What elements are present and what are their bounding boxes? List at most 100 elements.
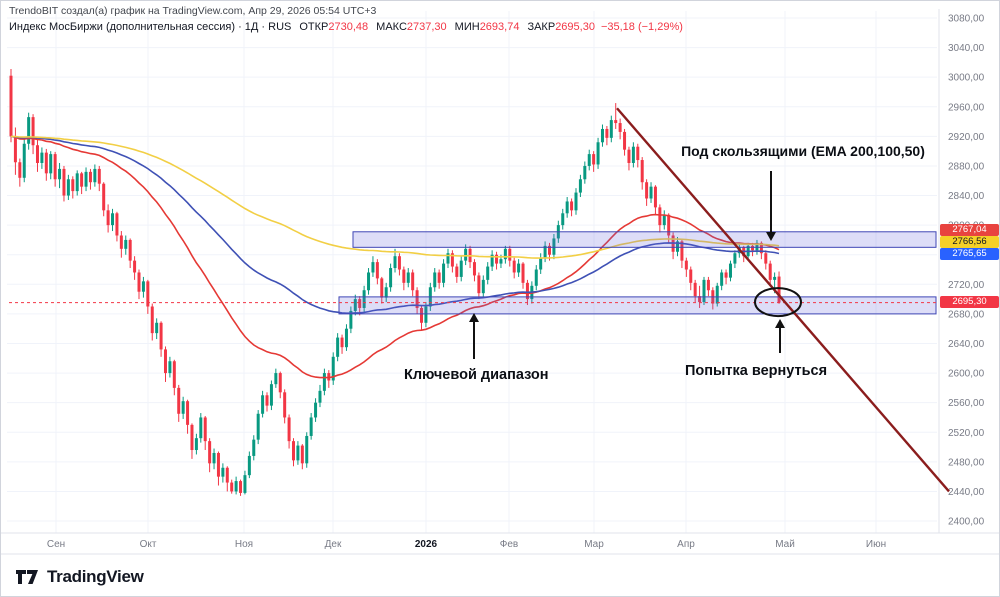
x-axis-label[interactable]: Май	[775, 539, 795, 550]
candle-body	[415, 290, 419, 308]
candle-body	[680, 241, 684, 261]
tradingview-logo[interactable]: TradingView	[14, 567, 144, 587]
ema50-price-label: 2767,04	[940, 224, 999, 236]
candle-body	[261, 395, 265, 414]
candle-body	[578, 179, 582, 193]
ohlc-label: МАКС	[376, 21, 407, 33]
candle-body	[163, 349, 167, 374]
x-axis-label[interactable]: Сен	[47, 539, 65, 550]
candle-body	[71, 179, 75, 192]
y-axis-label: 2880,00	[948, 161, 985, 172]
candle-body	[442, 263, 446, 283]
candle-body	[49, 154, 53, 174]
candle-body	[172, 361, 176, 388]
candle-body	[40, 152, 44, 163]
candle-body	[609, 120, 613, 138]
candle-body	[252, 439, 256, 456]
y-axis-label: 2440,00	[948, 487, 985, 498]
candle-body	[168, 361, 172, 374]
attribution-line: TrendoBIT создал(а) график на TradingVie…	[9, 5, 377, 17]
candle-body	[768, 263, 772, 280]
x-axis-label[interactable]: Дек	[325, 539, 342, 550]
candle-body	[344, 328, 348, 348]
candle-body	[521, 263, 525, 283]
highlight-ellipse[interactable]	[754, 287, 802, 318]
candle-body	[239, 481, 243, 493]
annotation-key-range: Ключевой диапазон	[404, 367, 549, 383]
x-axis-label[interactable]: Мар	[584, 539, 604, 550]
candle-body	[698, 296, 702, 303]
candle-body	[728, 263, 732, 278]
candle-body	[733, 253, 737, 264]
candle-body	[371, 262, 375, 273]
candle-body	[640, 160, 644, 183]
candle-body	[437, 272, 441, 283]
y-axis-label: 2680,00	[948, 309, 985, 320]
candle-body	[300, 445, 304, 464]
candle-body	[362, 290, 366, 308]
candle-body	[375, 262, 379, 279]
candle-body	[393, 256, 397, 269]
symbol-title[interactable]: Индекс МосБиржи (дополнительная сессия) …	[9, 21, 292, 33]
ema100-price-label: 2765,65	[940, 248, 999, 260]
tradingview-wordmark: TradingView	[47, 567, 144, 586]
resistance-zone[interactable]	[352, 231, 937, 248]
candle-body	[27, 117, 31, 144]
annotation-arrowhead	[469, 313, 479, 322]
candle-body	[291, 441, 295, 461]
candle-body	[309, 417, 313, 436]
symbol-info-bar: Индекс МосБиржи (дополнительная сессия) …	[9, 21, 683, 33]
x-axis-label[interactable]: Окт	[140, 539, 157, 550]
candle-body	[283, 392, 287, 418]
candle-body	[208, 441, 212, 464]
candle-body	[124, 239, 128, 249]
descending-trendline[interactable]	[616, 107, 950, 493]
support-zone[interactable]	[338, 296, 937, 315]
candle-body	[274, 373, 278, 385]
x-axis-label[interactable]: Ноя	[235, 539, 253, 550]
candle-body	[627, 149, 631, 163]
candle-body	[247, 455, 251, 476]
candle-body	[495, 254, 499, 264]
candle-body	[314, 402, 318, 418]
candle-body	[256, 413, 260, 440]
candle-body	[583, 165, 587, 180]
candle-body	[102, 183, 106, 211]
candle-body	[287, 417, 291, 442]
candle-body	[340, 337, 344, 348]
candle-body	[777, 276, 781, 303]
candle-body	[305, 435, 309, 464]
candle-body	[9, 75, 13, 137]
candle-body	[715, 285, 719, 304]
candle-body	[97, 168, 101, 184]
candle-body	[203, 417, 207, 442]
candle-body	[587, 154, 591, 166]
candle-body	[600, 128, 604, 143]
annotation-under-emas: Под скользящими (EMA 200,100,50)	[681, 143, 925, 159]
candle-body	[234, 481, 238, 492]
candle-body	[631, 146, 635, 163]
ohlc-value: 2693,74	[479, 21, 520, 33]
candle-body	[751, 245, 755, 251]
candle-body	[318, 390, 322, 403]
candle-body	[689, 269, 693, 283]
candle-body	[764, 253, 768, 264]
x-axis-label[interactable]: Июн	[866, 539, 886, 550]
x-axis-label[interactable]: Фев	[500, 539, 518, 550]
candle-body	[150, 306, 154, 334]
ema200-price-label: 2766,56	[940, 236, 999, 248]
x-axis-label[interactable]: Апр	[677, 539, 695, 550]
ohlc-readout: ОТКР2730,48 МАКС2737,30 МИН2693,74 ЗАКР2695…	[291, 21, 595, 33]
candle-body	[565, 201, 569, 214]
x-axis-label[interactable]: 2026	[415, 539, 438, 550]
candle-body	[269, 384, 273, 406]
candle-body	[706, 279, 710, 291]
candle-body	[186, 401, 190, 425]
candle-body	[534, 269, 538, 286]
candle-body	[44, 152, 48, 174]
candle-body	[353, 299, 357, 311]
candle-body	[397, 256, 401, 270]
annotation-arrowhead	[775, 319, 785, 328]
